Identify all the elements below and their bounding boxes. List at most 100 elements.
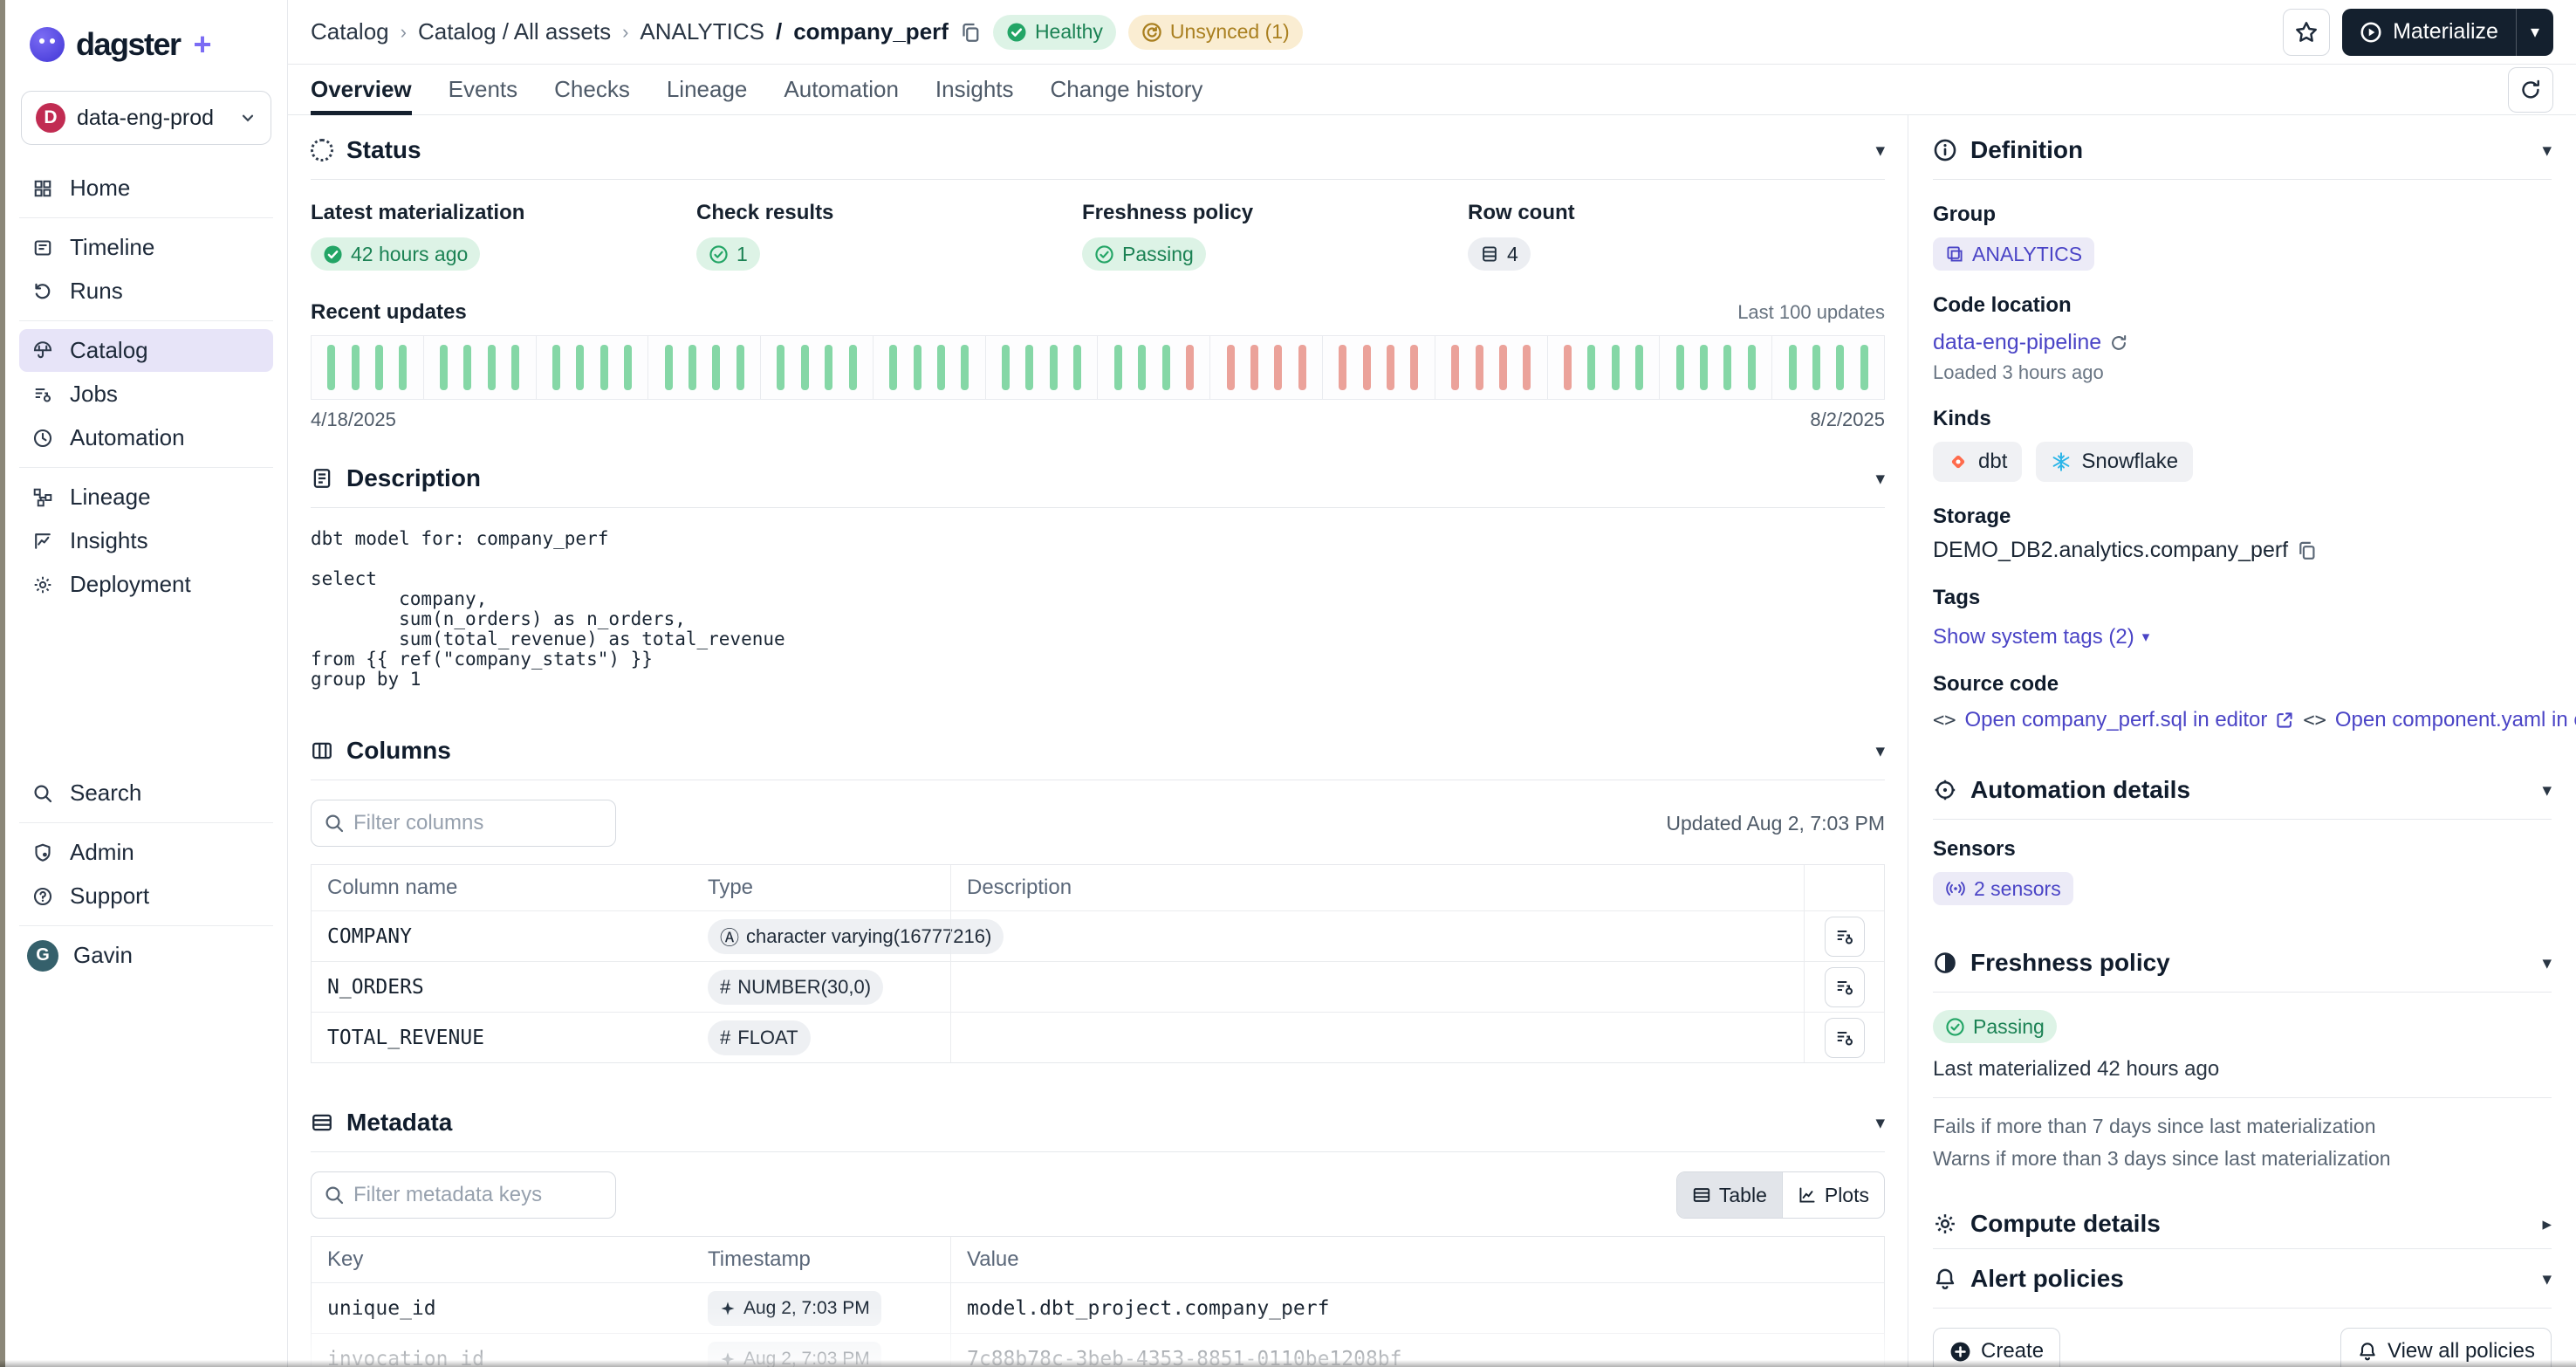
materialization-success-bar[interactable] — [1587, 345, 1596, 390]
breadcrumb-group[interactable]: ANALYTICS — [640, 18, 764, 45]
materialization-success-bar[interactable] — [1113, 345, 1122, 390]
materialization-failure-bar[interactable] — [1362, 345, 1371, 390]
materialize-dropdown-caret[interactable]: ▾ — [2515, 8, 2553, 56]
recent-updates-chart[interactable] — [311, 335, 1885, 400]
view-all-policies-button[interactable]: View all policies — [2340, 1328, 2552, 1367]
tab-automation[interactable]: Automation — [784, 76, 899, 102]
materialization-failure-bar[interactable] — [1339, 345, 1347, 390]
plots-view-button[interactable]: Plots — [1781, 1172, 1884, 1218]
copy-icon[interactable] — [960, 22, 981, 43]
create-alert-button[interactable]: Create — [1933, 1328, 2061, 1367]
tab-lineage[interactable]: Lineage — [666, 76, 748, 102]
materialization-success-bar[interactable] — [552, 345, 560, 390]
sidebar-item-deployment[interactable]: Deployment — [19, 563, 273, 606]
materialization-success-bar[interactable] — [375, 345, 384, 390]
sidebar-item-admin[interactable]: Admin — [19, 831, 273, 874]
expand-chevron-icon[interactable]: ▸ — [2542, 1213, 2552, 1234]
freshness-policy-badge[interactable]: Passing — [1082, 237, 1206, 271]
column-lineage-button[interactable] — [1824, 966, 1865, 1007]
tab-insights[interactable]: Insights — [935, 76, 1014, 102]
collapse-chevron-icon[interactable]: ▾ — [1875, 140, 1885, 161]
materialization-failure-bar[interactable] — [1451, 345, 1460, 390]
kind-badge-dbt[interactable]: dbt — [1933, 442, 2023, 482]
collapse-chevron-icon[interactable]: ▾ — [1875, 468, 1885, 489]
sidebar-item-automation[interactable]: Automation — [19, 416, 273, 459]
materialization-failure-bar[interactable] — [1387, 345, 1395, 390]
materialization-success-bar[interactable] — [825, 345, 833, 390]
materialization-success-bar[interactable] — [1675, 345, 1684, 390]
tab-change-history[interactable]: Change history — [1050, 76, 1203, 102]
user-menu[interactable]: G Gavin — [19, 934, 273, 977]
materialization-success-bar[interactable] — [800, 345, 809, 390]
sidebar-item-runs[interactable]: Runs — [19, 270, 273, 313]
unsynced-badge[interactable]: Unsynced (1) — [1127, 14, 1303, 50]
materialization-success-bar[interactable] — [1836, 345, 1845, 390]
materialization-success-bar[interactable] — [936, 345, 945, 390]
materialization-failure-bar[interactable] — [1274, 345, 1283, 390]
sidebar-item-search[interactable]: Search — [19, 772, 273, 814]
materialization-success-bar[interactable] — [1788, 345, 1797, 390]
sidebar-item-support[interactable]: Support — [19, 875, 273, 917]
open-sql-link[interactable]: Open company_perf.sql in editor — [1965, 708, 2295, 732]
materialization-success-bar[interactable] — [576, 345, 585, 390]
materialization-failure-bar[interactable] — [1410, 345, 1419, 390]
sidebar-item-home[interactable]: Home — [19, 167, 273, 210]
sensors-badge[interactable]: 2 sensors — [1933, 872, 2073, 905]
breadcrumb-catalog[interactable]: Catalog — [311, 18, 389, 45]
materialization-success-bar[interactable] — [511, 345, 520, 390]
materialization-success-bar[interactable] — [1049, 345, 1058, 390]
sidebar-item-timeline[interactable]: Timeline — [19, 226, 273, 269]
materialization-success-bar[interactable] — [327, 345, 336, 390]
materialization-failure-bar[interactable] — [1298, 345, 1306, 390]
copy-icon[interactable] — [2297, 540, 2317, 560]
code-location-link[interactable]: data-eng-pipeline — [1933, 330, 2128, 355]
tab-overview[interactable]: Overview — [311, 65, 412, 115]
materialization-success-bar[interactable] — [1611, 345, 1620, 390]
materialization-failure-bar[interactable] — [1563, 345, 1572, 390]
materialization-success-bar[interactable] — [1138, 345, 1147, 390]
collapse-chevron-icon[interactable]: ▾ — [2542, 780, 2552, 800]
materialization-success-bar[interactable] — [736, 345, 744, 390]
materialization-failure-bar[interactable] — [1185, 345, 1194, 390]
materialization-success-bar[interactable] — [1812, 345, 1820, 390]
sidebar-item-lineage[interactable]: Lineage — [19, 476, 273, 519]
materialization-failure-bar[interactable] — [1475, 345, 1483, 390]
materialization-success-bar[interactable] — [712, 345, 721, 390]
timestamp-badge[interactable]: Aug 2, 7:03 PM — [708, 1341, 881, 1367]
check-results-badge[interactable]: 1 — [696, 237, 760, 271]
materialization-success-bar[interactable] — [623, 345, 632, 390]
refresh-button[interactable] — [2508, 66, 2553, 113]
collapse-chevron-icon[interactable]: ▾ — [2542, 1268, 2552, 1289]
kind-badge-snowflake[interactable]: Snowflake — [2036, 442, 2194, 482]
collapse-chevron-icon[interactable]: ▾ — [1875, 1112, 1885, 1133]
materialization-success-bar[interactable] — [1747, 345, 1756, 390]
materialization-success-bar[interactable] — [664, 345, 673, 390]
materialization-success-bar[interactable] — [689, 345, 697, 390]
materialization-success-bar[interactable] — [777, 345, 785, 390]
materialization-success-bar[interactable] — [1723, 345, 1732, 390]
collapse-chevron-icon[interactable]: ▾ — [1875, 740, 1885, 761]
materialization-success-bar[interactable] — [913, 345, 921, 390]
materialization-success-bar[interactable] — [1073, 345, 1082, 390]
filter-metadata-input[interactable] — [353, 1183, 603, 1207]
tab-checks[interactable]: Checks — [554, 76, 630, 102]
favorite-star-button[interactable] — [2283, 8, 2331, 56]
show-system-tags-link[interactable]: Show system tags (2) ▾ — [1933, 625, 2150, 649]
materialization-success-bar[interactable] — [1002, 345, 1011, 390]
table-view-button[interactable]: Table — [1676, 1172, 1782, 1218]
deployment-switcher[interactable]: D data-eng-prod — [21, 91, 271, 145]
materialization-success-bar[interactable] — [1161, 345, 1170, 390]
materialize-button[interactable]: Materialize — [2342, 19, 2516, 45]
group-badge[interactable]: ANALYTICS — [1933, 237, 2095, 271]
materialization-success-bar[interactable] — [599, 345, 608, 390]
filter-columns-input[interactable] — [353, 811, 603, 835]
materialization-failure-bar[interactable] — [1498, 345, 1507, 390]
materialization-success-bar[interactable] — [440, 345, 449, 390]
sidebar-item-jobs[interactable]: Jobs — [19, 373, 273, 416]
sidebar-item-catalog[interactable]: Catalog — [19, 329, 273, 372]
collapse-chevron-icon[interactable]: ▾ — [2542, 140, 2552, 161]
materialization-failure-bar[interactable] — [1523, 345, 1531, 390]
materialization-failure-bar[interactable] — [1226, 345, 1235, 390]
column-lineage-button[interactable] — [1824, 1017, 1865, 1058]
open-yaml-link[interactable]: Open component.yaml in editor — [2334, 708, 2576, 732]
